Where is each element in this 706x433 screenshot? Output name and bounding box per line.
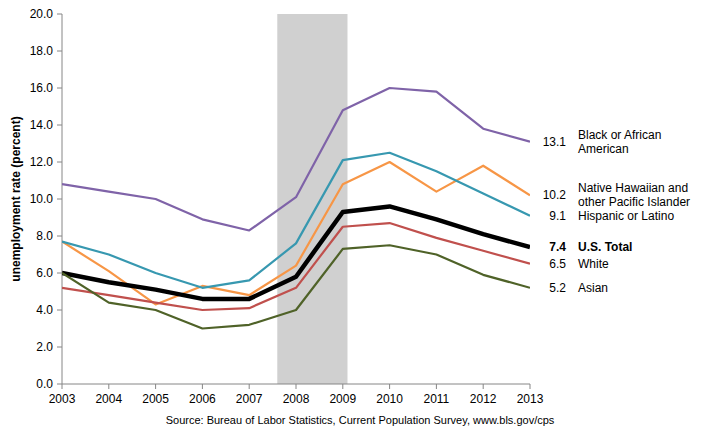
y-tick-label: 0.0 <box>36 377 53 391</box>
name-line: Hispanic or Latino <box>578 209 674 223</box>
end-value-label: 5.2 <box>549 281 566 295</box>
series-name-label: White <box>578 257 609 271</box>
x-tick <box>108 384 109 389</box>
x-tick <box>202 384 203 389</box>
series-line <box>62 245 530 328</box>
series-line <box>62 223 530 310</box>
y-tick-label: 14.0 <box>30 118 54 132</box>
name-line: White <box>578 257 609 271</box>
y-tick-label: 12.0 <box>30 155 54 169</box>
x-tick-label: 2009 <box>329 392 356 406</box>
recession-band <box>277 14 347 384</box>
series-name-label: Asian <box>578 281 608 295</box>
y-tick-label: 20.0 <box>30 7 54 21</box>
end-value-label: 6.5 <box>549 257 566 271</box>
x-tick-label: 2011 <box>423 392 449 406</box>
end-labels: 13.1 Black or AfricanAmerican 10.2 Native H… <box>543 128 690 295</box>
lines <box>62 88 530 329</box>
x-tick <box>62 384 63 389</box>
x-tick <box>530 384 531 389</box>
y-tick <box>57 199 62 200</box>
series-line <box>62 206 530 299</box>
x-tick <box>483 384 484 389</box>
x-tick <box>389 384 390 389</box>
name-line: American <box>578 142 629 156</box>
x-tick-label: 2003 <box>49 392 76 406</box>
y-tick-label: 6.0 <box>36 266 53 280</box>
x-tick-label: 2007 <box>236 392 263 406</box>
y-tick <box>57 14 62 15</box>
end-value-label: 13.1 <box>543 135 567 149</box>
y-tick-label: 8.0 <box>36 229 53 243</box>
series-name-label: Hispanic or Latino <box>578 209 674 223</box>
series-line <box>62 153 530 288</box>
y-tick <box>57 162 62 163</box>
y-tick-label: 16.0 <box>30 81 54 95</box>
name-line: Asian <box>578 281 608 295</box>
x-tick-label: 2010 <box>376 392 403 406</box>
x-tick-label: 2013 <box>517 392 544 406</box>
x-tick-label: 2012 <box>470 392 497 406</box>
x-tick <box>155 384 156 389</box>
name-line: Native Hawaiian and <box>578 181 688 195</box>
y-tick-label: 18.0 <box>30 44 54 58</box>
y-tick <box>57 384 62 385</box>
x-tick-label: 2004 <box>95 392 122 406</box>
end-value-label: 10.2 <box>543 188 567 202</box>
x-tick <box>436 384 437 389</box>
series-line <box>62 88 530 230</box>
y-tick-label: 4.0 <box>36 303 53 317</box>
source: Source: Bureau of Labor Statistics, Curr… <box>166 414 555 426</box>
chart: 0.0 2.0 4.0 6.0 8.0 10.0 12.0 14.0 16.0 18.0 20.0 2… <box>0 0 706 433</box>
x-tick-label: 2006 <box>189 392 216 406</box>
y-tick <box>57 236 62 237</box>
series-name-label: Black or AfricanAmerican <box>578 128 661 156</box>
y-tick <box>57 347 62 348</box>
name-line: Black or African <box>578 128 661 142</box>
series-name-label: Native Hawaiian andother Pacific Islande… <box>578 181 690 209</box>
y-tick <box>57 273 62 274</box>
y-axis-title: unemployment rate (percent) <box>9 116 23 281</box>
y-tick <box>57 88 62 89</box>
x-tick-label: 2008 <box>283 392 310 406</box>
name-line: U.S. Total <box>578 240 632 254</box>
x-tick <box>296 384 297 389</box>
y-tick-label: 2.0 <box>36 340 53 354</box>
end-value-label: 7.4 <box>549 240 566 254</box>
x-tick-label: 2005 <box>142 392 169 406</box>
name-line: other Pacific Islander <box>578 195 690 209</box>
y-tick <box>57 310 62 311</box>
end-value-label: 9.1 <box>549 209 566 223</box>
x-tick <box>342 384 343 389</box>
x-tick <box>249 384 250 389</box>
y-tick <box>57 51 62 52</box>
y-tick-label: 10.0 <box>30 192 54 206</box>
series-name-label: U.S. Total <box>578 240 632 254</box>
y-tick <box>57 125 62 126</box>
